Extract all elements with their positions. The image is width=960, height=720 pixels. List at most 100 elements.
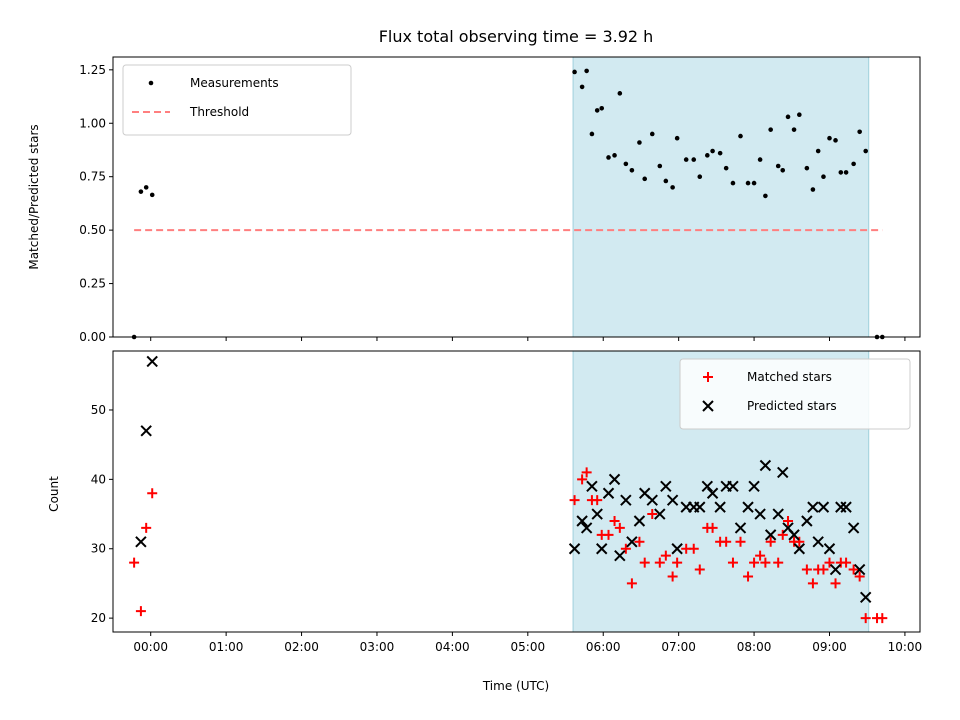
predicted-star-point <box>807 501 819 513</box>
predicted-star-point <box>853 563 866 576</box>
bottom-x-tick-label: 02:00 <box>284 640 319 654</box>
measurement-point <box>838 170 844 175</box>
bottom-panel: 20 30 40 50 00:00 01:00 02:00 03:00 04:00 05:00 06… <box>91 350 923 654</box>
predicted-star-point <box>608 473 621 486</box>
measurement-point <box>821 174 826 179</box>
matched-star-point <box>672 557 683 568</box>
measurement-point <box>797 112 802 118</box>
predicted-star-point <box>840 501 852 513</box>
predicted-star-point <box>576 515 588 527</box>
predicted-star-point <box>793 543 806 555</box>
matched-star-point <box>647 509 658 520</box>
bottom-x-tick-label: 04:00 <box>435 640 470 654</box>
matched-star-point <box>773 557 784 568</box>
measurement-point <box>697 174 703 179</box>
measurement-point <box>757 157 763 162</box>
predicted-star-point <box>812 536 824 548</box>
measurement-point <box>730 180 736 186</box>
matched-star-point <box>660 550 671 561</box>
matched-star-point <box>694 564 705 575</box>
measurement-point <box>138 189 144 194</box>
bottom-legend: Matched stars Predicted stars <box>679 358 911 430</box>
top-panel: 0.00 0.25 0.50 0.75 1.00 1.25 Measurements Thre… <box>79 56 921 344</box>
predicted-star-point <box>633 515 646 527</box>
predicted-star-point <box>146 355 158 368</box>
chart-title: Flux total observing time = 3.92 h <box>379 27 654 46</box>
matched-star-point <box>707 522 718 533</box>
legend-measurement-swatch <box>148 80 154 86</box>
bottom-x-tick-label: 06:00 <box>586 640 621 654</box>
measurement-point <box>663 178 669 184</box>
predicted-star-point <box>602 487 615 499</box>
legend-predicted-swatch <box>702 400 714 412</box>
measurement-point <box>617 91 623 96</box>
top-y-tick-label: 1.00 <box>79 116 106 130</box>
matched-star-point <box>639 557 650 568</box>
measurement-point <box>143 185 149 190</box>
matched-star-point <box>688 543 699 554</box>
matched-star-point <box>824 557 835 568</box>
measurement-point <box>589 131 595 137</box>
measurement-point <box>775 163 781 169</box>
predicted-star-point <box>591 508 603 520</box>
bottom-x-tick-label: 01:00 <box>209 640 244 654</box>
matched-star-point <box>727 557 738 568</box>
legend-box <box>122 64 352 136</box>
bottom-y-tick-label: 50 <box>91 403 106 417</box>
matched-star-point <box>129 557 140 568</box>
predicted-star-point <box>764 529 777 541</box>
measurement-point <box>599 105 605 111</box>
measurement-point <box>791 127 797 132</box>
predicted-star-point <box>788 529 800 541</box>
matched-star-point <box>577 474 588 485</box>
measurement-point <box>649 131 655 137</box>
bottom-x-tick-label: 00:00 <box>133 640 168 654</box>
legend-label: Measurements <box>190 76 279 90</box>
predicted-star-point <box>596 543 608 555</box>
measurement-point <box>785 114 791 120</box>
bottom-y-tick-label: 30 <box>91 542 106 556</box>
bottom-y-tick-label: 40 <box>91 472 106 486</box>
bottom-x-tick-label: 08:00 <box>737 640 772 654</box>
measurement-point <box>594 108 600 113</box>
matched-star-point <box>801 564 812 575</box>
measurement-point <box>833 138 838 143</box>
measurement-point <box>745 180 751 186</box>
legend-box <box>679 358 911 430</box>
measurement-point <box>637 140 642 145</box>
predicted-star-point <box>620 494 632 506</box>
predicted-star-point <box>646 494 658 506</box>
measurement-point <box>804 165 810 171</box>
measurement-point <box>629 167 635 173</box>
matched-star-point <box>749 557 760 568</box>
measurement-point <box>657 163 663 169</box>
bottom-x-tick-label: 07:00 <box>661 640 696 654</box>
matched-star-point <box>609 515 620 526</box>
matched-star-point <box>141 522 152 533</box>
bottom-series-0 <box>129 467 888 624</box>
matched-star-point <box>620 543 631 554</box>
matched-star-point <box>794 536 805 547</box>
legend-label: Threshold <box>189 105 249 119</box>
predicted-star-point <box>626 536 638 548</box>
predicted-star-point <box>671 543 683 555</box>
predicted-star-point <box>586 480 598 493</box>
top-y-axis-label: Matched/Predicted stars <box>27 124 41 269</box>
top-y-tick-label: 0.50 <box>79 223 106 237</box>
measurement-point <box>843 170 849 175</box>
measurement-point <box>863 148 868 154</box>
predicted-star-point <box>859 591 872 604</box>
legend-label: Matched stars <box>747 370 832 384</box>
predicted-star-point <box>701 480 714 493</box>
measurement-point <box>810 187 816 192</box>
measurement-point <box>751 180 757 186</box>
measurement-point <box>683 157 689 162</box>
predicted-star-point <box>777 466 789 479</box>
bottom-x-tick-label: 10:00 <box>888 640 923 654</box>
matched-star-point <box>569 495 580 506</box>
plot-panels: 0.00 0.25 0.50 0.75 1.00 1.25 Measurements Thre… <box>79 56 923 654</box>
matched-star-point <box>783 515 794 526</box>
top-series-0 <box>131 68 885 340</box>
matched-star-point <box>735 536 746 547</box>
